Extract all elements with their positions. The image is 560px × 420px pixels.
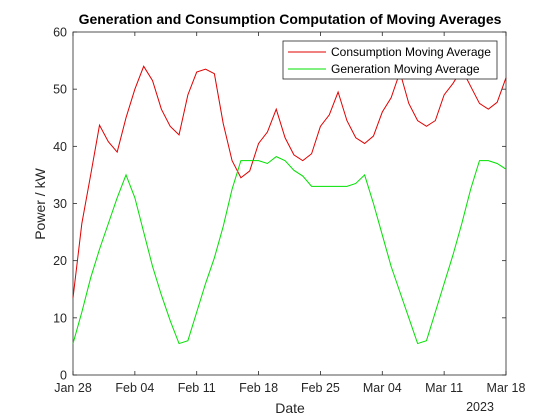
x-tick-label: Feb 25 [301, 381, 340, 395]
plot-frame [72, 31, 507, 376]
x-axis-year-label: 2023 [466, 400, 494, 414]
x-tick-label: Feb 11 [178, 381, 216, 395]
x-tick-label: Mar 04 [363, 381, 402, 395]
y-tick-label: 20 [53, 254, 67, 268]
y-tick-label: 10 [53, 311, 67, 325]
x-tick-label: Mar 18 [487, 381, 526, 395]
y-tick-label: 60 [53, 26, 67, 40]
x-tick-label: Feb 04 [115, 381, 154, 395]
x-axis-label: Date [275, 400, 305, 416]
y-axis-ticks: 0 10 20 30 40 50 60 [53, 26, 506, 383]
series-line-consumption [72, 65, 507, 298]
y-tick-label: 0 [60, 369, 67, 383]
x-axis-ticks: Jan 28 Feb 04 Feb 11 Feb 18 Feb 25 Mar 04 Mar … [54, 32, 525, 395]
legend-label-consumption: Consumption Moving Average [331, 45, 491, 59]
plot-area: Jan 28 Feb 04 Feb 11 Feb 18 Feb 25 Mar 04 Mar … [53, 26, 525, 396]
legend-box [282, 40, 498, 80]
y-tick-label: 40 [53, 140, 67, 154]
x-tick-label: Mar 11 [425, 381, 463, 395]
legend-label-generation: Generation Moving Average [331, 62, 480, 76]
series-line-generation [72, 156, 507, 345]
chart-title: Generation and Consumption Computation o… [79, 11, 502, 27]
series-layer [72, 65, 507, 345]
y-axis-label: Power / kW [32, 167, 48, 239]
y-tick-label: 50 [53, 83, 67, 97]
x-tick-label: Feb 18 [239, 381, 278, 395]
legend: Consumption Moving Average Generation Mo… [282, 40, 498, 80]
x-tick-label: Jan 28 [54, 381, 92, 395]
y-tick-label: 30 [53, 197, 67, 211]
